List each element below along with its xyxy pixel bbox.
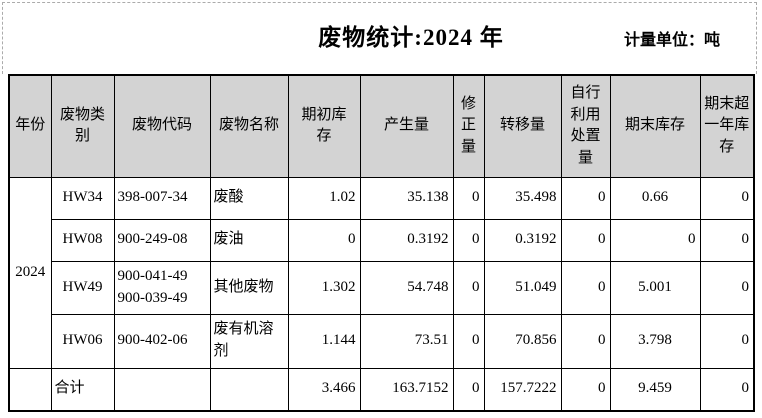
cell-name-empty	[209, 367, 289, 412]
print-area-dashed-left	[2, 2, 3, 74]
cell-opening: 1.302	[287, 260, 361, 315]
table-row: 2024 HW34 398-007-34 废酸 1.02 35.138 0 35…	[8, 176, 755, 369]
cell-opening: 1.02	[287, 176, 361, 220]
cell-name: 废油	[209, 218, 289, 262]
total-self-disposal: 0	[560, 367, 611, 412]
cell-generated: 73.51	[359, 313, 454, 369]
total-closing: 9.459	[609, 367, 701, 412]
cell-code: 398-007-34	[113, 176, 211, 220]
cell-correction: 0	[452, 218, 485, 262]
cell-name: 废酸	[209, 176, 289, 220]
cell-closing: 3.798	[609, 313, 701, 369]
cell-transfer: 51.049	[483, 260, 562, 315]
col-header-closing: 期末库存	[609, 74, 701, 178]
col-header-year: 年份	[8, 74, 52, 178]
total-correction: 0	[452, 367, 485, 412]
cell-closing: 0	[609, 218, 701, 262]
total-label: 合计	[50, 367, 115, 412]
cell-correction: 0	[452, 313, 485, 369]
print-area-dashed-top	[2, 2, 757, 3]
col-header-correction: 修 正 量	[452, 74, 485, 178]
cell-opening: 1.144	[287, 313, 361, 369]
cell-closing: 5.001	[609, 260, 701, 315]
cell-opening: 0	[287, 218, 361, 262]
total-transfer: 157.7222	[483, 367, 562, 412]
col-header-code: 废物代码	[113, 74, 211, 178]
col-header-name: 废物名称	[209, 74, 289, 178]
total-opening: 3.466	[287, 367, 361, 412]
cell-year-empty	[8, 367, 52, 412]
col-header-transfer: 转移量	[483, 74, 562, 178]
unit-label: 计量单位：吨	[624, 32, 721, 49]
cell-self-disposal: 0	[560, 313, 611, 369]
cell-over-year: 0	[699, 176, 755, 220]
cell-closing: 0.66	[609, 176, 701, 220]
total-row: 合计 3.466 163.7152 0 157.7222 0 9.459 0	[8, 367, 755, 412]
page-title: 废物统计:2024 年	[318, 25, 504, 50]
cell-self-disposal: 0	[560, 218, 611, 262]
cell-category: HW08	[50, 218, 115, 262]
cell-generated: 35.138	[359, 176, 454, 220]
total-over-year: 0	[699, 367, 755, 412]
cell-code: 900-249-08	[113, 218, 211, 262]
table-row: HW49 900-041-49 900-039-49 其他废物 1.302 54…	[9, 260, 755, 315]
col-header-category: 废物类 别	[50, 74, 115, 178]
col-header-opening: 期初库 存	[287, 74, 361, 178]
table-row: HW06 900-402-06 废有机溶剂 1.144 73.51 0 70.8…	[9, 313, 755, 369]
total-generated: 163.7152	[359, 367, 454, 412]
header-row: 年份 废物类 别 废物代码 废物名称 期初库 存 产生量 修 正 量 转移量 自…	[8, 74, 755, 178]
cell-transfer: 70.856	[483, 313, 562, 369]
cell-over-year: 0	[699, 260, 755, 315]
cell-transfer: 35.498	[483, 176, 562, 220]
col-header-self-disposal: 自行 利用 处置 量	[560, 74, 611, 178]
cell-name: 其他废物	[209, 260, 289, 315]
cell-name: 废有机溶剂	[209, 313, 289, 369]
cell-code: 900-041-49 900-039-49	[113, 260, 211, 315]
cell-self-disposal: 0	[560, 176, 611, 220]
table-row: HW08 900-249-08 废油 0 0.3192 0 0.3192 0 0…	[9, 218, 755, 262]
cell-correction: 0	[452, 260, 485, 315]
cell-category: HW06	[50, 313, 115, 369]
cell-generated: 0.3192	[359, 218, 454, 262]
cell-year: 2024	[8, 176, 52, 369]
cell-correction: 0	[452, 176, 485, 220]
cell-category: HW34	[50, 176, 115, 220]
cell-code: 900-402-06	[113, 313, 211, 369]
cell-category: HW49	[50, 260, 115, 315]
waste-statistics-table: 年份 废物类 别 废物代码 废物名称 期初库 存 产生量 修 正 量 转移量 自…	[8, 74, 755, 412]
cell-over-year: 0	[699, 218, 755, 262]
col-header-generated: 产生量	[359, 74, 454, 178]
cell-over-year: 0	[699, 313, 755, 369]
cell-generated: 54.748	[359, 260, 454, 315]
print-area-dashed-right	[756, 2, 757, 74]
cell-self-disposal: 0	[560, 260, 611, 315]
cell-transfer: 0.3192	[483, 218, 562, 262]
col-header-over-year: 期末超 一年库 存	[699, 74, 755, 178]
cell-code-empty	[113, 367, 211, 412]
